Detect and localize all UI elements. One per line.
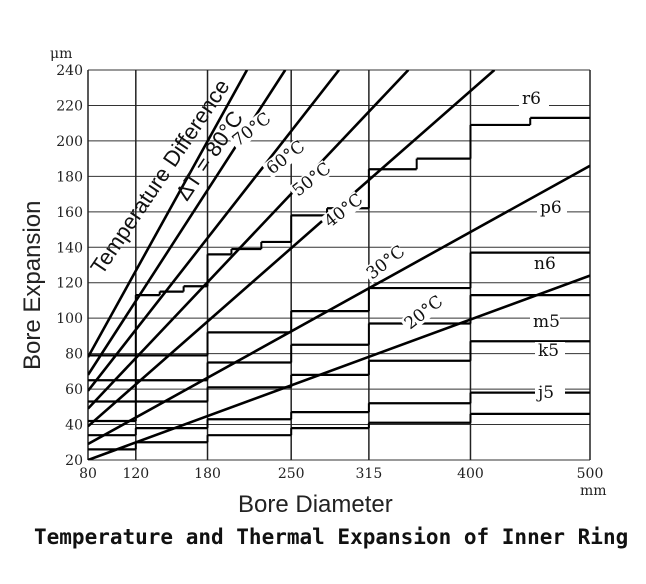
svg-text:60°C: 60°C (263, 137, 309, 179)
svg-text:50°C: 50°C (289, 159, 335, 201)
y-tick-label: 220 (56, 98, 83, 114)
svg-text:40°C: 40°C (321, 190, 367, 232)
thermal-expansion-chart: 20 40 60 80 100 120 140 160 180 200 220 240 80 120 180… (19, 46, 607, 518)
fit-label-bg (519, 90, 549, 108)
fit-label-k5: k5 (538, 341, 559, 361)
fit-label-bg (537, 199, 567, 217)
y-tick-label: 240 (56, 63, 83, 79)
fit-label-bg (530, 313, 560, 331)
fit-label-r6: r6 (522, 89, 541, 109)
y-tick-label: 140 (56, 240, 83, 256)
fit-label-n6: n6 (534, 254, 556, 274)
x-tick-label: 315 (356, 466, 383, 482)
fit-label-bg (535, 342, 565, 360)
x-tick-label: 120 (122, 466, 149, 482)
y-tick-label: 40 (65, 418, 83, 434)
temperature-line (88, 70, 249, 358)
x-tick-label: 500 (577, 466, 604, 482)
y-tick-label: 100 (56, 311, 83, 327)
y-tick-label: 180 (56, 169, 83, 185)
figure-caption: Temperature and Thermal Expansion of Inn… (34, 525, 629, 549)
x-unit: mm (580, 483, 607, 499)
temperature-line-label: 50°C (287, 159, 335, 201)
y-tick-label: 200 (56, 134, 83, 150)
temperature-lines (88, 70, 590, 460)
y-axis-label: Bore Expansion (19, 201, 46, 370)
y-tick-label: 120 (56, 276, 83, 292)
y-tick-label: 20 (65, 453, 83, 469)
y-unit: μm (50, 46, 72, 62)
x-tick-label: 400 (457, 466, 484, 482)
fit-label-j5: j5 (536, 383, 554, 403)
y-tick-label: 160 (56, 205, 83, 221)
x-tick-label: 180 (194, 466, 221, 482)
temperature-line (88, 70, 410, 410)
temperature-line (88, 70, 341, 392)
fit-label-bg (535, 384, 565, 402)
y-tick-label: 80 (65, 347, 83, 363)
temperature-line (88, 164, 590, 446)
svg-text:20°C: 20°C (401, 292, 447, 334)
y-tick-label: 60 (65, 382, 83, 398)
temperature-line (88, 70, 496, 428)
temperature-line (88, 274, 590, 460)
fit-m5 (88, 340, 590, 423)
x-axis-label: Bore Diameter (238, 491, 393, 518)
fit-label-p6: p6 (540, 198, 562, 218)
fit-label-bg (531, 255, 561, 273)
x-tick-label: 250 (278, 466, 305, 482)
temperature-line-label: 60°C (261, 137, 309, 179)
x-tick-label: 80 (79, 466, 97, 482)
fit-label-m5: m5 (533, 312, 560, 332)
temperature-line-label: 20°C (399, 292, 447, 334)
fit-k5 (88, 391, 590, 437)
